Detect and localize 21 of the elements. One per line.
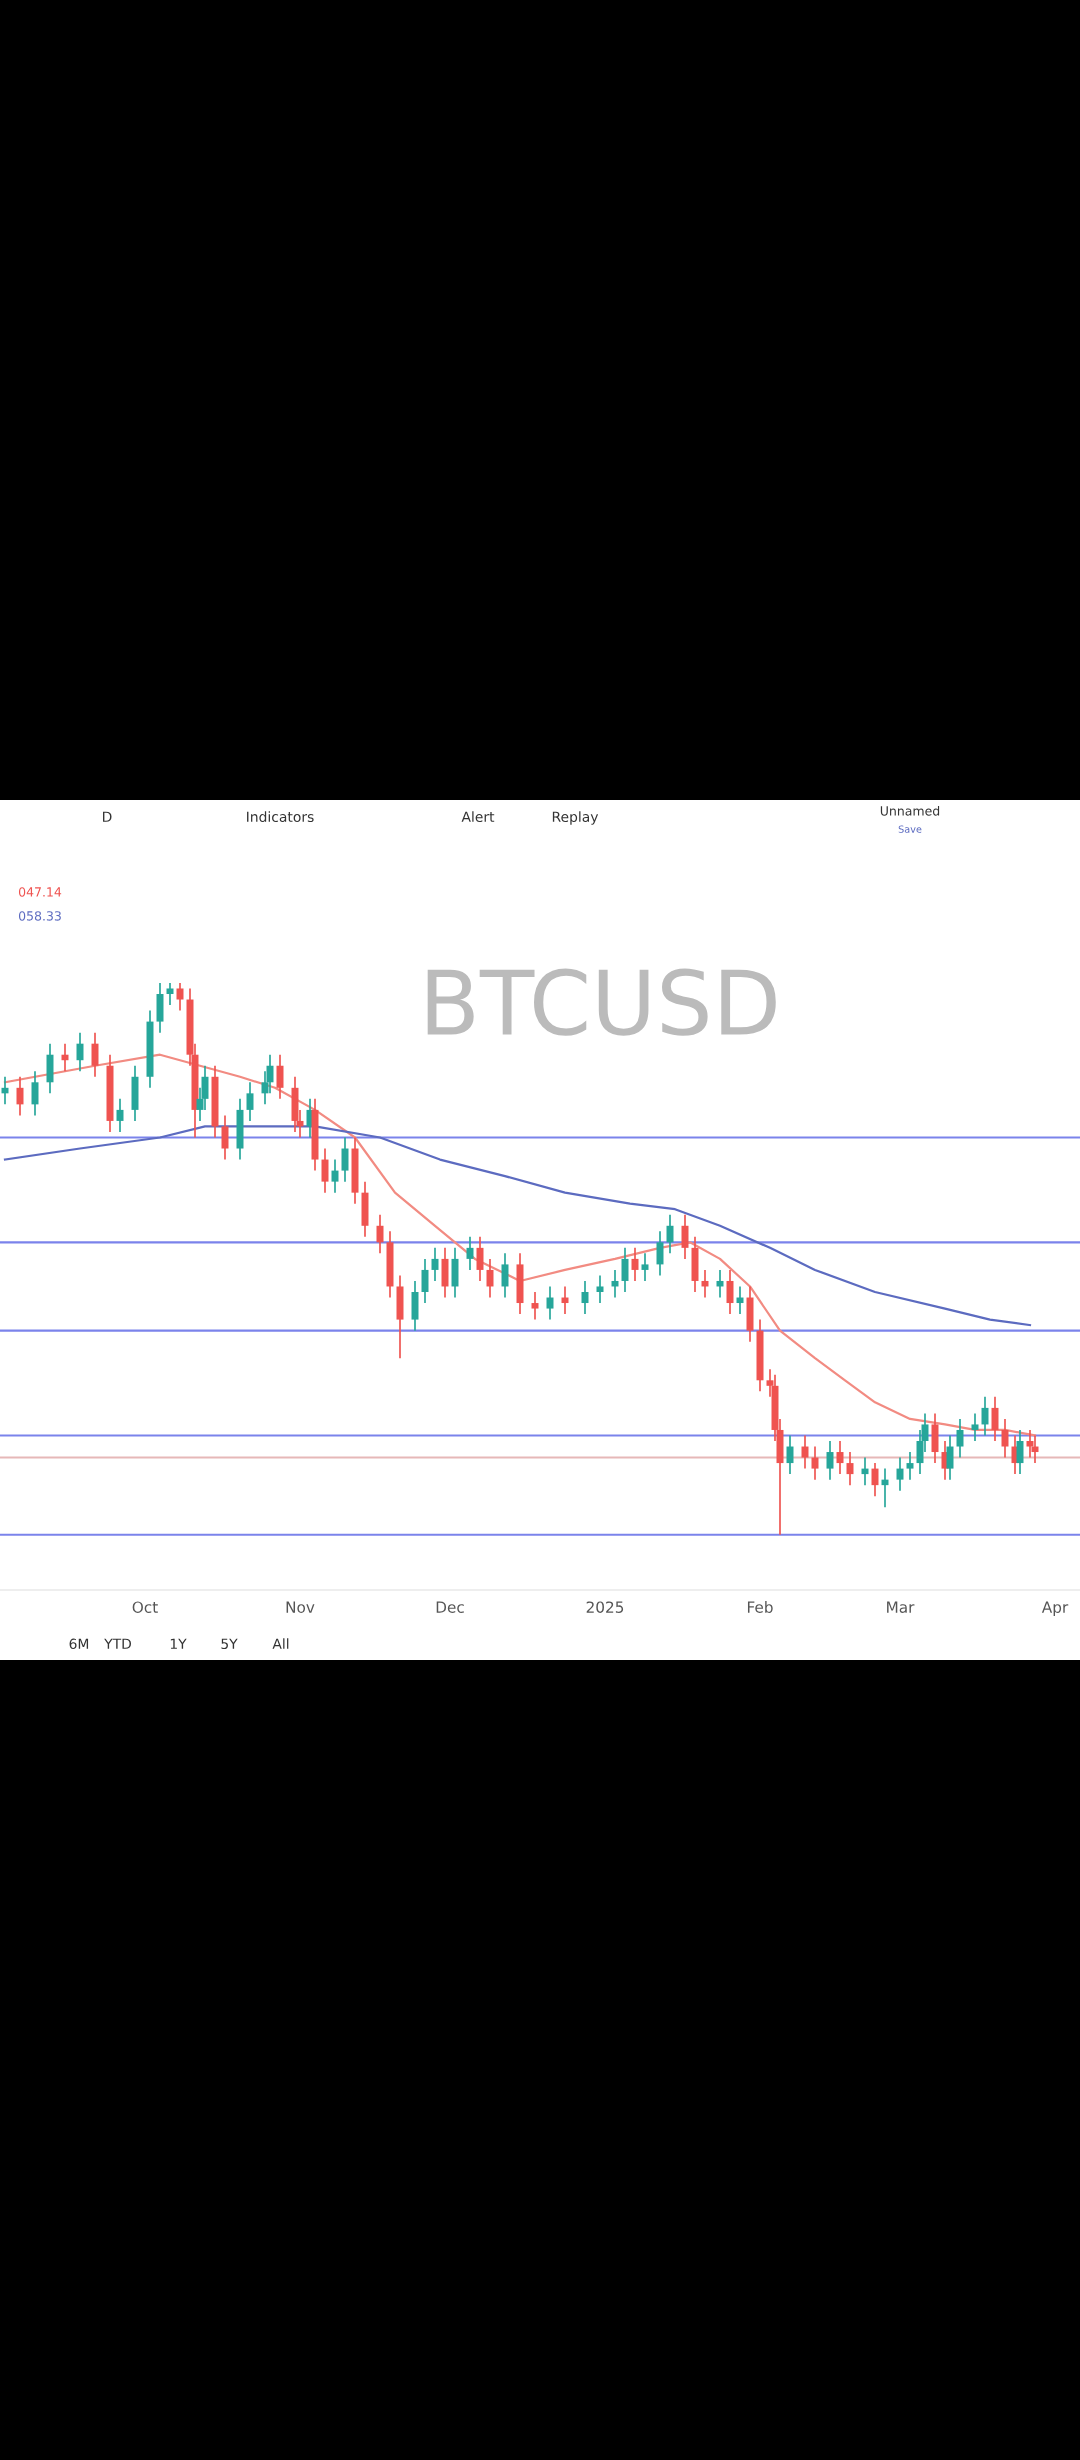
text: Save <box>898 825 922 833</box>
text: 047.14 <box>18 887 62 897</box>
text: Indicators <box>247 811 314 823</box>
text: Alert <box>461 811 495 823</box>
x-tick-label: Feb <box>747 1601 773 1613</box>
x-tick-label: Oct <box>132 1601 158 1613</box>
text: Unnamed <box>880 805 940 816</box>
annotation: BTCUSD <box>427 968 776 1036</box>
x-tick-label: Mar <box>887 1601 915 1613</box>
x-tick-label: Dec <box>436 1601 464 1613</box>
text: All <box>272 1638 289 1649</box>
x-tick-label: 2025 <box>586 1601 624 1613</box>
text: 6M <box>69 1638 89 1650</box>
text: 5Y <box>221 1638 238 1650</box>
text: Replay <box>552 811 599 825</box>
text: D <box>103 811 112 822</box>
text: 1Y <box>170 1638 187 1649</box>
x-tick-label: Nov <box>286 1601 315 1613</box>
text: 058.33 <box>18 911 61 921</box>
x-tick-label: Apr <box>1041 1601 1069 1616</box>
text: YTD <box>104 1638 132 1649</box>
